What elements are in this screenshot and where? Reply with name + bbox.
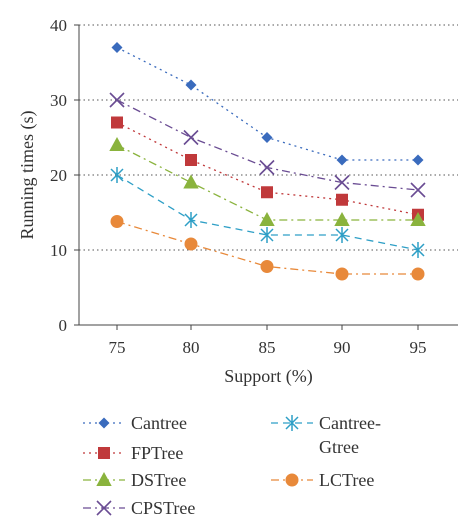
- data-point-fptree: [261, 186, 273, 199]
- series-cantree-gtree: [110, 167, 425, 258]
- data-point-cantree: [336, 154, 348, 166]
- legend-item-cpstree: CPSTree: [83, 498, 195, 518]
- legend-label: LCTree: [319, 470, 374, 490]
- data-point-lctree: [110, 215, 124, 228]
- legend-label: CPSTree: [131, 498, 195, 518]
- legend-item-cantree-gtree: Cantree-Gtree: [271, 413, 381, 457]
- data-point-lctree: [335, 267, 349, 281]
- x-axis-label: Support (%): [224, 366, 313, 387]
- tick-labels: 75 80 85 90 95 0 10 20 30 40: [50, 16, 427, 357]
- data-point-fptree: [185, 154, 197, 166]
- data-point-cantree-gtree: [411, 242, 425, 258]
- y-tick-label: 20: [50, 166, 67, 185]
- data-point-cpstree: [334, 174, 350, 191]
- data-point-fptree: [111, 116, 123, 129]
- series-cantree: [111, 42, 424, 166]
- data-point-dstree: [410, 211, 426, 226]
- series-line-dstree: [116, 144, 418, 221]
- y-axis-label: Running times (s): [17, 110, 38, 239]
- data-point-cantree-gtree: [335, 227, 349, 243]
- data-point-lctree: [184, 237, 198, 251]
- data-point-dstree: [334, 211, 350, 226]
- x-tick-label: 75: [109, 338, 126, 357]
- data-point-cantree: [111, 42, 123, 53]
- legend-item-fptree: FPTree: [83, 443, 183, 463]
- data-point-dstree: [109, 136, 125, 151]
- legend-marker: [96, 471, 112, 486]
- x-tick-label: 85: [259, 338, 276, 357]
- data-point-cantree-gtree: [110, 167, 124, 183]
- y-tick-label: 10: [50, 241, 67, 260]
- series-line-cantree: [116, 46, 418, 161]
- data-point-cantree: [412, 154, 424, 166]
- data-point-lctree: [260, 260, 274, 273]
- legend-label: Cantree: [131, 413, 187, 433]
- data-point-cpstree: [109, 92, 125, 108]
- x-tick-label: 80: [183, 338, 200, 357]
- y-tick-label: 40: [50, 16, 67, 35]
- legend-item-dstree: DSTree: [83, 470, 186, 490]
- x-tick-label: 90: [334, 338, 351, 357]
- legend-label: DSTree: [131, 470, 186, 490]
- y-tick-label: 30: [50, 91, 67, 110]
- data-point-cantree-gtree: [184, 212, 198, 228]
- data-point-cantree-gtree: [260, 227, 274, 243]
- legend-marker: [98, 447, 110, 459]
- legend-item-lctree: LCTree: [271, 470, 374, 490]
- data-point-cpstree: [410, 182, 426, 198]
- gridlines: [79, 24, 458, 251]
- series-line-cantree-gtree: [116, 174, 419, 251]
- series-line-fptree: [116, 121, 419, 216]
- legend-marker: [285, 473, 299, 487]
- data-point-lctree: [411, 267, 425, 281]
- data-point-cpstree: [183, 129, 199, 146]
- data-point-cantree: [185, 79, 197, 91]
- x-tick-label: 95: [410, 338, 427, 357]
- legend-label: FPTree: [131, 443, 183, 463]
- series-line-cpstree: [116, 99, 419, 191]
- data-point-dstree: [259, 211, 275, 226]
- series-group: [109, 42, 426, 281]
- data-point-cantree: [261, 132, 273, 143]
- series-dstree: [109, 136, 426, 226]
- legend-label: Cantree-Gtree: [319, 413, 381, 457]
- series-cpstree: [109, 92, 426, 198]
- y-tick-label: 0: [59, 316, 68, 335]
- legend-marker: [98, 417, 110, 429]
- legend-marker: [96, 500, 112, 516]
- data-point-dstree: [183, 174, 199, 189]
- legend: Cantree FPTree DSTree CPSTree Cantree-Gtree L…: [83, 413, 381, 518]
- data-point-cpstree: [259, 159, 275, 176]
- data-point-fptree: [336, 193, 348, 206]
- legend-item-cantree: Cantree: [83, 413, 187, 433]
- legend-marker: [285, 415, 299, 431]
- series-lctree: [110, 215, 425, 281]
- axes: [74, 24, 458, 330]
